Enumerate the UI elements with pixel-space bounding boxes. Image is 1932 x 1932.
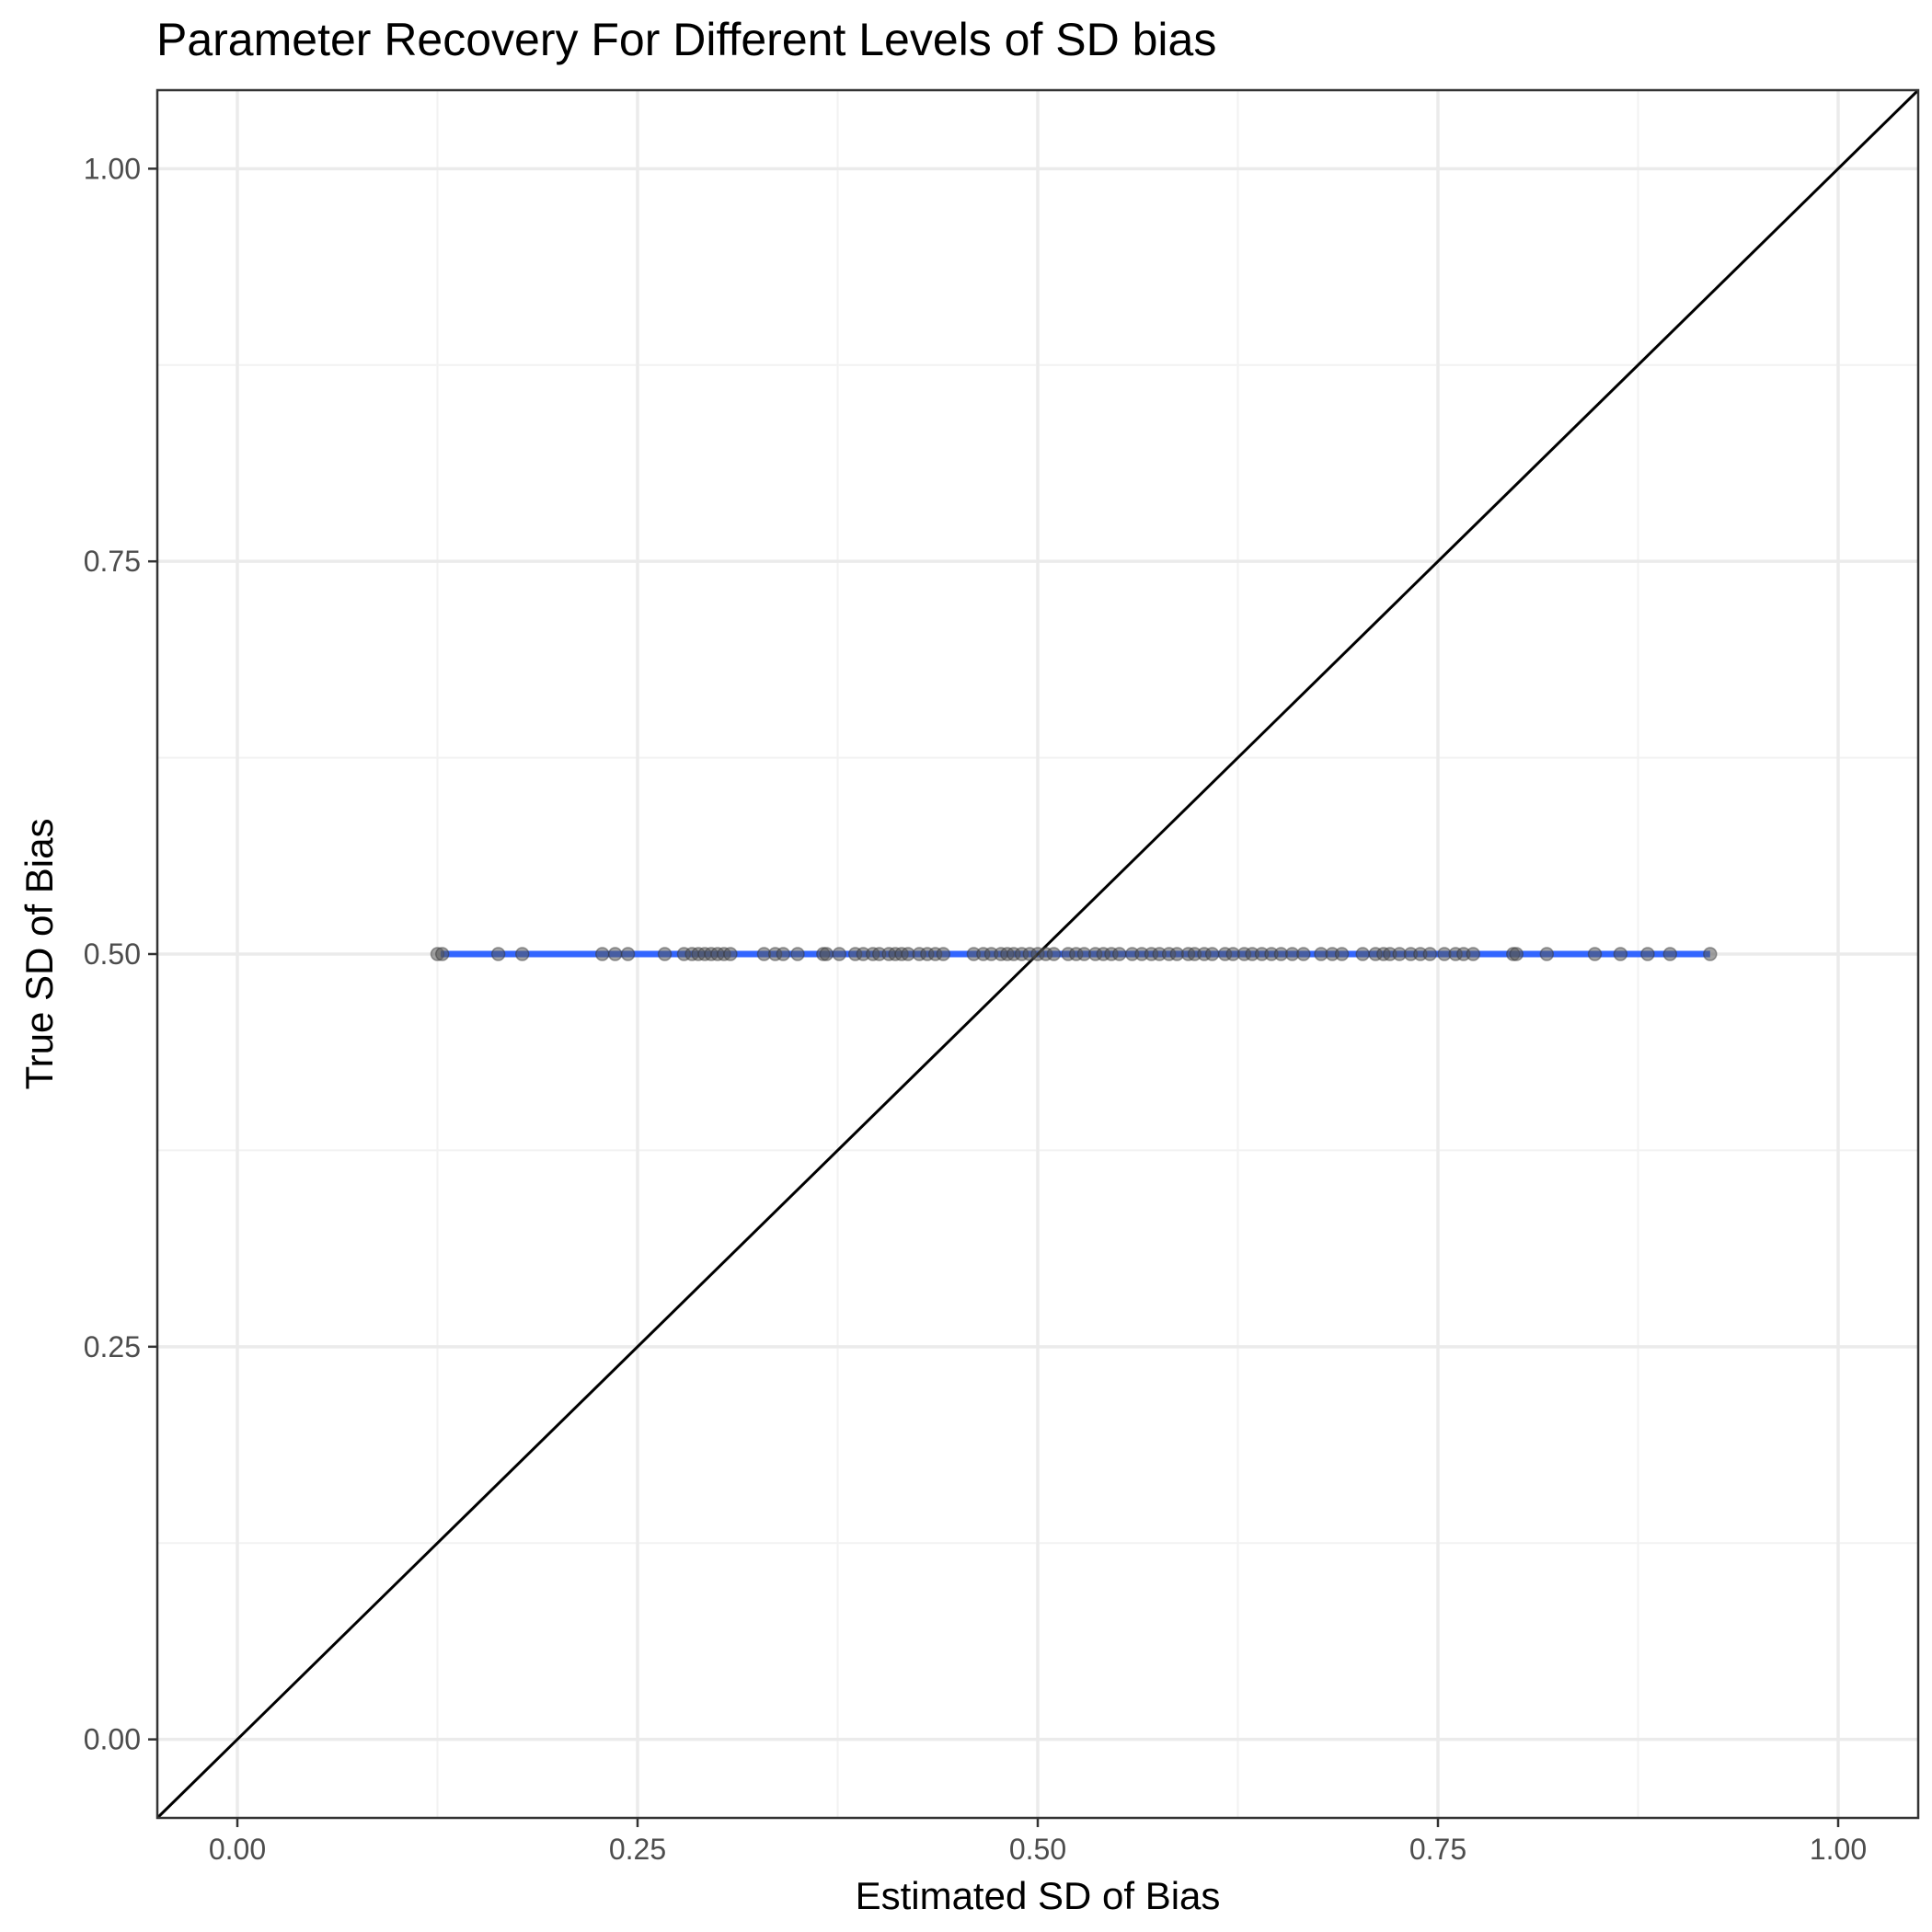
data-point bbox=[790, 947, 805, 961]
x-tick-label: 0.75 bbox=[1409, 1833, 1466, 1866]
data-point bbox=[1640, 947, 1655, 961]
data-point bbox=[1662, 947, 1678, 961]
y-axis-title: True SD of Bias bbox=[17, 819, 61, 1090]
y-tick-label: 0.50 bbox=[84, 937, 141, 971]
data-point bbox=[607, 947, 623, 961]
data-point bbox=[936, 947, 951, 961]
data-point bbox=[1703, 947, 1718, 961]
data-point bbox=[1613, 947, 1628, 961]
y-tick-label: 0.25 bbox=[84, 1330, 141, 1363]
data-point bbox=[819, 947, 834, 961]
y-tick-label: 0.75 bbox=[84, 545, 141, 578]
x-tick-label: 0.25 bbox=[609, 1833, 666, 1866]
data-point bbox=[1509, 947, 1524, 961]
x-axis-title: Estimated SD of Bias bbox=[856, 1874, 1221, 1917]
data-point bbox=[1204, 947, 1220, 961]
x-tick-label: 0.00 bbox=[209, 1833, 266, 1866]
point-layer bbox=[430, 947, 1718, 961]
y-tick-label: 0.00 bbox=[84, 1723, 141, 1756]
data-point bbox=[657, 947, 673, 961]
data-point bbox=[490, 947, 506, 961]
data-point bbox=[1539, 947, 1555, 961]
data-point bbox=[1296, 947, 1311, 961]
x-tick-label: 0.50 bbox=[1009, 1833, 1066, 1866]
data-point bbox=[776, 947, 791, 961]
data-point bbox=[1046, 947, 1062, 961]
axis-layer: 0.00 0.25 0.50 0.75 1.00 0.00 0.25 0.50 0.75 1.00 bbox=[84, 88, 1920, 1866]
data-point bbox=[1334, 947, 1350, 961]
data-point bbox=[1466, 947, 1481, 961]
data-point bbox=[1111, 947, 1127, 961]
data-point bbox=[620, 947, 636, 961]
data-point bbox=[1355, 947, 1370, 961]
data-point bbox=[434, 947, 450, 961]
data-point bbox=[514, 947, 530, 961]
chart-title: Parameter Recovery For Different Levels … bbox=[156, 14, 1216, 65]
data-point bbox=[723, 947, 738, 961]
data-point bbox=[1422, 947, 1438, 961]
data-point bbox=[1587, 947, 1603, 961]
data-point bbox=[832, 947, 846, 961]
y-tick-label: 1.00 bbox=[84, 152, 141, 185]
x-tick-label: 1.00 bbox=[1810, 1833, 1867, 1866]
data-point bbox=[594, 947, 610, 961]
